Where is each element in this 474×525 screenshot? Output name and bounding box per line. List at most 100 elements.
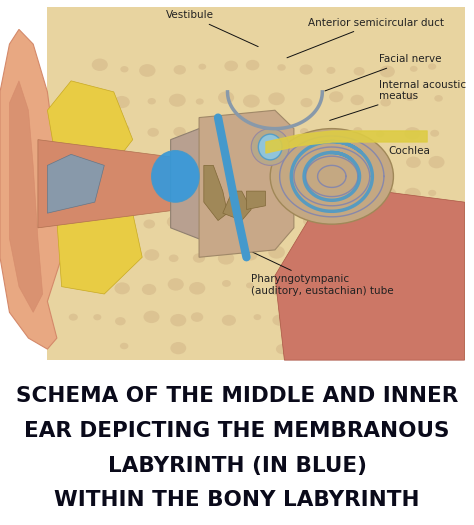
Ellipse shape bbox=[152, 151, 199, 202]
Circle shape bbox=[352, 253, 363, 261]
Circle shape bbox=[193, 253, 205, 262]
Circle shape bbox=[168, 278, 184, 291]
Circle shape bbox=[405, 93, 415, 101]
Circle shape bbox=[268, 246, 285, 259]
Circle shape bbox=[428, 156, 445, 169]
Circle shape bbox=[224, 187, 237, 197]
Polygon shape bbox=[47, 81, 133, 176]
Circle shape bbox=[428, 190, 436, 196]
Text: EAR DEPICTING THE MEMBRANOUS: EAR DEPICTING THE MEMBRANOUS bbox=[24, 421, 450, 441]
Circle shape bbox=[246, 60, 259, 70]
Circle shape bbox=[434, 95, 443, 102]
Circle shape bbox=[276, 344, 289, 354]
Circle shape bbox=[348, 343, 363, 354]
Circle shape bbox=[328, 185, 340, 194]
Circle shape bbox=[193, 155, 207, 166]
Polygon shape bbox=[171, 129, 209, 239]
Circle shape bbox=[330, 316, 339, 322]
Circle shape bbox=[254, 314, 261, 320]
Circle shape bbox=[67, 98, 77, 106]
Circle shape bbox=[409, 220, 420, 229]
Circle shape bbox=[300, 153, 316, 166]
Circle shape bbox=[89, 95, 106, 108]
Circle shape bbox=[270, 129, 393, 224]
Circle shape bbox=[120, 66, 128, 72]
Circle shape bbox=[167, 160, 178, 169]
Polygon shape bbox=[223, 191, 251, 220]
Circle shape bbox=[248, 154, 262, 164]
Polygon shape bbox=[9, 81, 43, 312]
Circle shape bbox=[94, 246, 109, 258]
Circle shape bbox=[346, 190, 361, 203]
Circle shape bbox=[275, 187, 292, 200]
Circle shape bbox=[268, 92, 285, 105]
Circle shape bbox=[329, 255, 337, 261]
Circle shape bbox=[224, 220, 238, 232]
Circle shape bbox=[69, 313, 78, 321]
Circle shape bbox=[354, 67, 365, 76]
Circle shape bbox=[243, 249, 257, 260]
Circle shape bbox=[379, 219, 392, 229]
Circle shape bbox=[120, 343, 128, 349]
Circle shape bbox=[139, 64, 155, 77]
Circle shape bbox=[427, 251, 441, 262]
Circle shape bbox=[300, 65, 313, 75]
Circle shape bbox=[431, 281, 443, 290]
Circle shape bbox=[353, 127, 363, 134]
Circle shape bbox=[377, 343, 393, 355]
Circle shape bbox=[145, 249, 159, 261]
Polygon shape bbox=[57, 202, 142, 294]
Polygon shape bbox=[47, 154, 104, 213]
Circle shape bbox=[273, 124, 284, 132]
Circle shape bbox=[222, 315, 236, 326]
Circle shape bbox=[70, 192, 79, 198]
Circle shape bbox=[189, 282, 205, 295]
Circle shape bbox=[379, 285, 392, 295]
Circle shape bbox=[169, 94, 186, 107]
Circle shape bbox=[302, 281, 313, 289]
Circle shape bbox=[383, 161, 392, 167]
Circle shape bbox=[91, 191, 103, 201]
Circle shape bbox=[354, 281, 367, 291]
Ellipse shape bbox=[258, 134, 282, 160]
Circle shape bbox=[351, 95, 364, 105]
Polygon shape bbox=[199, 110, 294, 257]
Circle shape bbox=[383, 250, 394, 259]
Circle shape bbox=[111, 154, 126, 165]
Circle shape bbox=[144, 311, 159, 323]
Circle shape bbox=[399, 248, 415, 259]
Circle shape bbox=[114, 96, 130, 108]
Text: Anterior semicircular duct: Anterior semicircular duct bbox=[287, 18, 444, 58]
Circle shape bbox=[218, 252, 234, 265]
Circle shape bbox=[431, 216, 446, 228]
Circle shape bbox=[404, 311, 420, 323]
Circle shape bbox=[329, 91, 343, 102]
Circle shape bbox=[246, 282, 254, 288]
Circle shape bbox=[380, 66, 395, 77]
Circle shape bbox=[325, 218, 339, 229]
Circle shape bbox=[296, 247, 311, 259]
Polygon shape bbox=[275, 191, 465, 360]
Circle shape bbox=[147, 128, 159, 136]
Circle shape bbox=[301, 98, 312, 107]
Polygon shape bbox=[0, 29, 62, 349]
Circle shape bbox=[376, 131, 384, 138]
Circle shape bbox=[196, 99, 204, 104]
Circle shape bbox=[197, 189, 211, 201]
Circle shape bbox=[406, 156, 421, 168]
Circle shape bbox=[325, 155, 335, 163]
Circle shape bbox=[356, 159, 364, 165]
Circle shape bbox=[243, 94, 260, 108]
Polygon shape bbox=[38, 140, 180, 228]
Text: SCHEMA OF THE MIDDLE AND INNER: SCHEMA OF THE MIDDLE AND INNER bbox=[16, 386, 458, 406]
Circle shape bbox=[222, 280, 231, 287]
Circle shape bbox=[199, 220, 213, 232]
Polygon shape bbox=[47, 7, 465, 360]
Circle shape bbox=[351, 313, 368, 326]
Circle shape bbox=[92, 127, 105, 136]
Circle shape bbox=[404, 188, 421, 201]
Circle shape bbox=[303, 216, 315, 226]
Circle shape bbox=[300, 128, 309, 134]
Circle shape bbox=[114, 282, 130, 295]
Circle shape bbox=[428, 64, 436, 70]
